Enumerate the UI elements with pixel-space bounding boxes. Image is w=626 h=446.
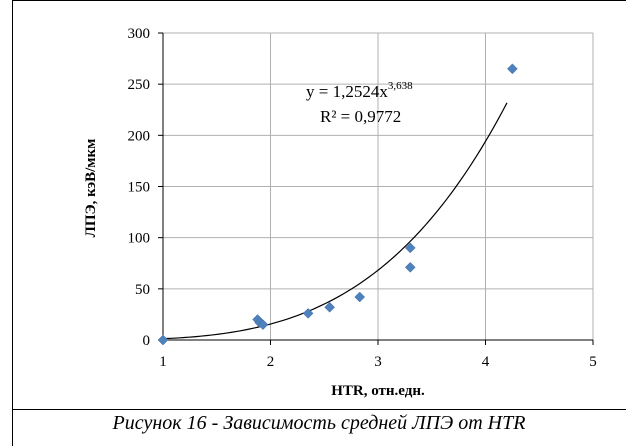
caption-separator bbox=[12, 409, 626, 410]
data-point bbox=[302, 308, 314, 319]
y-tick-label: 300 bbox=[128, 26, 151, 42]
data-point bbox=[354, 291, 366, 303]
data-point bbox=[157, 334, 169, 346]
x-tick-label: 1 bbox=[159, 354, 167, 370]
y-tick-label: 150 bbox=[128, 180, 151, 196]
axes bbox=[158, 32, 594, 345]
x-tick-labels: 1 2 3 4 5 bbox=[159, 354, 597, 370]
frame-top-border bbox=[12, 0, 626, 1]
scatter-chart: 1 2 3 4 5 0 50 100 150 200 250 300 HTR, отн.едн. Л… bbox=[83, 26, 597, 399]
data-point bbox=[404, 261, 416, 273]
x-tick-label: 3 bbox=[374, 354, 382, 370]
y-tick-label: 250 bbox=[128, 77, 151, 93]
x-tick-label: 5 bbox=[589, 354, 597, 370]
data-point bbox=[324, 301, 335, 313]
data-point bbox=[257, 319, 269, 331]
trendline-equation: y = 1,2524x3,638 bbox=[306, 80, 413, 101]
y-tick-label: 200 bbox=[128, 128, 151, 144]
y-tick-label: 100 bbox=[128, 231, 151, 247]
y-axis-title: ЛПЭ, кэВ/мкм bbox=[83, 139, 99, 238]
y-tick-label: 50 bbox=[135, 282, 150, 298]
x-axis-title: HTR, отн.едн. bbox=[331, 383, 425, 399]
y-tick-labels: 0 50 100 150 200 250 300 bbox=[128, 26, 151, 349]
r-squared-label: R² = 0,9772 bbox=[320, 107, 401, 126]
data-point bbox=[404, 242, 416, 254]
trendline-layer bbox=[162, 102, 508, 340]
x-tick-label: 2 bbox=[267, 354, 275, 370]
frame-left-border bbox=[12, 0, 13, 446]
data-point bbox=[507, 63, 518, 75]
trendline-equation-exponent: 3,638 bbox=[388, 80, 413, 92]
x-tick-label: 4 bbox=[482, 354, 490, 370]
trendline-equation-main: y = 1,2524x bbox=[306, 82, 388, 101]
trendline-curve bbox=[162, 102, 508, 340]
figure-caption: Рисунок 16 - Зависимость средней ЛПЭ от … bbox=[112, 412, 526, 434]
y-tick-label: 0 bbox=[143, 333, 151, 349]
grid-lines bbox=[163, 32, 594, 340]
data-points bbox=[157, 63, 518, 346]
